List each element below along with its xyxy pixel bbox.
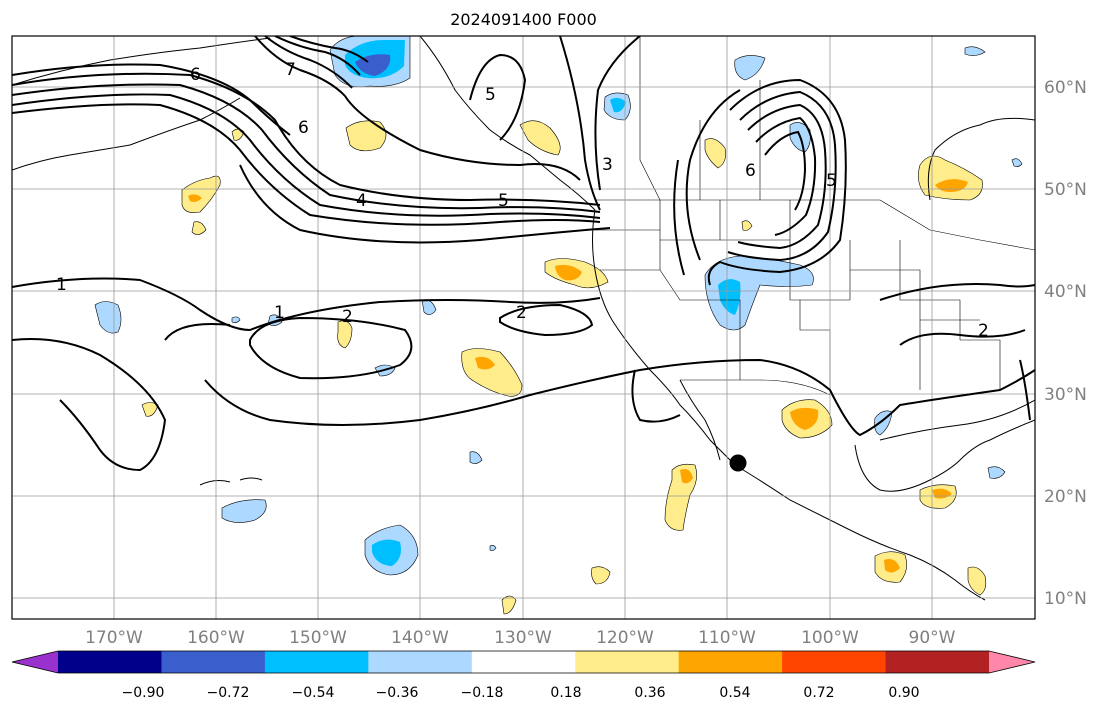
- colorbar-tick-label: −0.18: [461, 685, 504, 701]
- map-frame: [11, 35, 1036, 620]
- colorbar-tick-label: 0.18: [550, 685, 581, 701]
- lat-label: 40°N: [1044, 282, 1087, 302]
- colorbar-segment: [264, 651, 369, 673]
- lon-label: 100°W: [801, 628, 859, 648]
- lon-labels: 170°W 160°W 150°W 140°W 130°W 120°W 110°…: [85, 628, 956, 648]
- lon-label: 150°W: [289, 628, 347, 648]
- lon-label: 90°W: [909, 628, 956, 648]
- colorbar-tick-label: 0.54: [719, 685, 750, 701]
- coastline-layer: [12, 36, 1035, 601]
- lat-label: 20°N: [1044, 487, 1087, 507]
- colorbar-segment: [782, 651, 887, 673]
- colorbar-tick-label: 0.90: [888, 685, 919, 701]
- contour-layer: [12, 36, 1035, 472]
- contour-labels: 6 7 5 6 3 6 4 5 1 1 2 2 2 5: [56, 60, 989, 341]
- colorbar-tick-label: 0.36: [634, 685, 665, 701]
- lat-label: 10°N: [1044, 589, 1087, 609]
- contour-label: 3: [602, 155, 613, 175]
- contour-label: 5: [498, 191, 509, 211]
- colorbar-segment: [161, 651, 266, 673]
- colorbar-extend-min: [12, 651, 58, 673]
- shading-layer: [94, 36, 1023, 615]
- colorbar-tick-label: −0.54: [292, 685, 335, 701]
- contour-label: 2: [978, 321, 989, 341]
- contour-label: 1: [56, 275, 67, 295]
- lat-label: 60°N: [1044, 78, 1087, 98]
- colorbar-tick-label: 0.72: [803, 685, 834, 701]
- contour-label: 4: [356, 191, 367, 211]
- colorbar-outline: [11, 650, 1036, 674]
- contour-label: 5: [485, 85, 496, 105]
- contour-label: 6: [745, 161, 756, 181]
- colorbar-segment: [885, 651, 990, 673]
- contour-label: 5: [826, 171, 837, 191]
- map-title: 2024091400 F000: [450, 10, 597, 29]
- colorbar-segment: [58, 651, 162, 673]
- colorbar: [11, 650, 1036, 674]
- lon-label: 130°W: [494, 628, 552, 648]
- colorbar-segment: [575, 651, 680, 673]
- lat-labels: 60°N 50°N 40°N 30°N 20°N 10°N: [1044, 78, 1087, 609]
- contour-label: 2: [342, 307, 353, 327]
- contour-label: 7: [285, 60, 296, 80]
- contour-label: 6: [190, 65, 201, 85]
- contour-label: 6: [298, 118, 309, 138]
- lon-label: 120°W: [596, 628, 654, 648]
- contour-label: 1: [274, 303, 285, 323]
- colorbar-extend-max: [989, 651, 1035, 673]
- lon-label: 170°W: [85, 628, 143, 648]
- lon-label: 140°W: [391, 628, 449, 648]
- colorbar-segment: [678, 651, 783, 673]
- colorbar-segment: [471, 651, 576, 673]
- colorbar-tick-label: −0.72: [207, 685, 250, 701]
- colorbar-tick-label: −0.90: [122, 685, 165, 701]
- station-marker: [729, 454, 747, 472]
- lat-label: 30°N: [1044, 385, 1087, 405]
- contour-label: 2: [516, 303, 527, 323]
- lon-label: 160°W: [187, 628, 245, 648]
- graticule: [12, 36, 1035, 619]
- lat-label: 50°N: [1044, 180, 1087, 200]
- colorbar-tick-label: −0.36: [376, 685, 419, 701]
- lon-label: 110°W: [698, 628, 756, 648]
- colorbar-segment: [368, 651, 473, 673]
- colorbar-ticks: −0.90 −0.72 −0.54 −0.36 −0.18 0.18 0.36 …: [122, 685, 920, 701]
